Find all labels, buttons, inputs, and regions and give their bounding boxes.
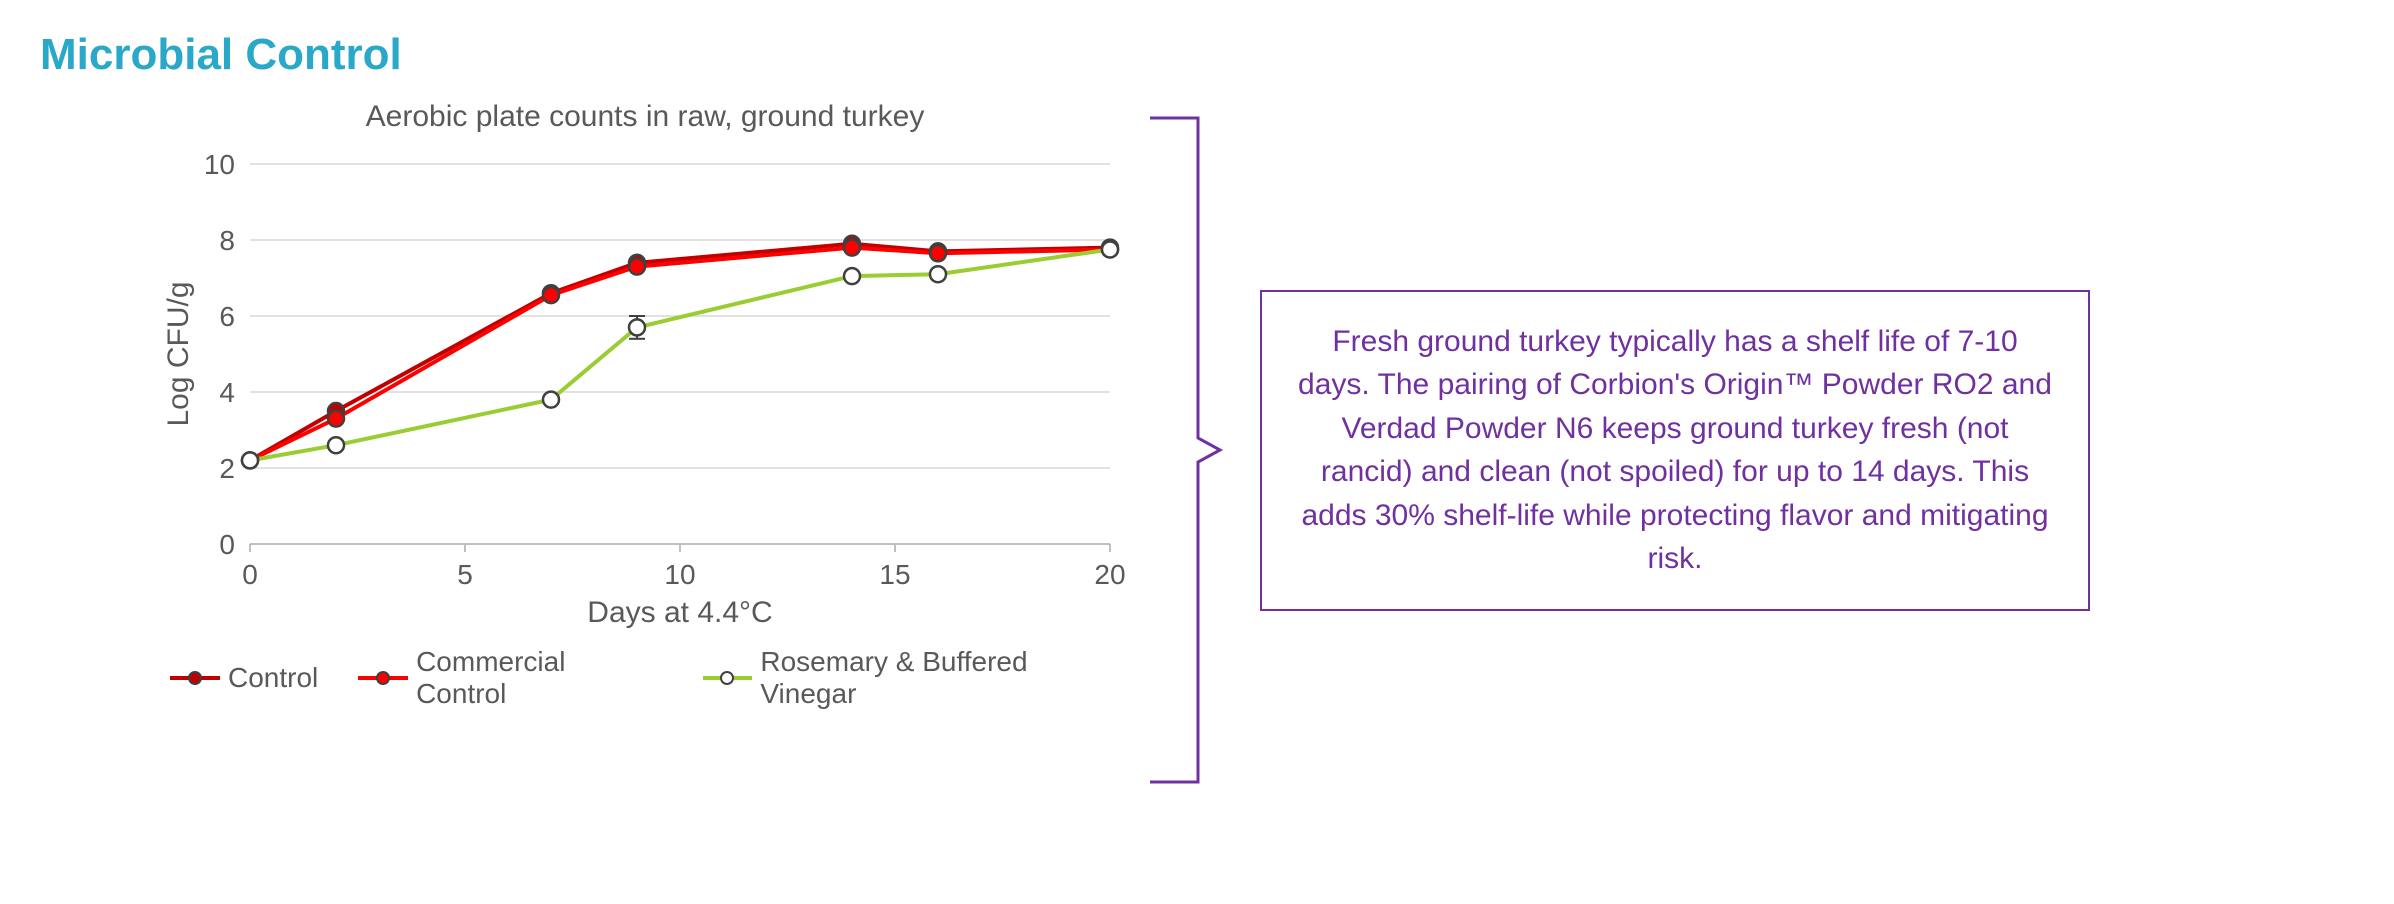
legend-item: Control [170,646,318,710]
chart-title: Aerobic plate counts in raw, ground turk… [160,100,1130,134]
bracket-column [1130,100,1240,800]
svg-text:6: 6 [219,301,235,332]
legend-item: Commercial Control [358,646,662,710]
svg-text:15: 15 [879,559,910,590]
svg-text:10: 10 [204,149,235,180]
section-heading: Microbial Control [40,30,2354,80]
legend-label: Rosemary & Buffered Vinegar [760,646,1130,710]
legend-label: Control [228,662,318,694]
svg-text:Days at 4.4°C: Days at 4.4°C [587,596,772,629]
svg-text:Log CFU/g: Log CFU/g [162,281,195,426]
svg-text:0: 0 [219,529,235,560]
bracket-icon [1130,100,1240,800]
chart-column: Aerobic plate counts in raw, ground turk… [40,100,1130,800]
svg-text:10: 10 [664,559,695,590]
callout-column: Fresh ground turkey typically has a shel… [1240,100,2090,800]
svg-text:4: 4 [219,377,235,408]
legend-label: Commercial Control [416,646,663,710]
legend-item: Rosemary & Buffered Vinegar [703,646,1130,710]
svg-text:5: 5 [457,559,473,590]
svg-text:2: 2 [219,453,235,484]
chart-legend: Control Commercial Control Rosemary & Buff… [160,646,1130,710]
callout-box: Fresh ground turkey typically has a shel… [1260,290,2090,611]
svg-text:0: 0 [242,559,258,590]
svg-text:20: 20 [1094,559,1125,590]
line-chart: 0 2 4 6 8 10 0 5 10 15 20 Days at 4.4°C Log CFU/g [160,144,1130,634]
svg-text:8: 8 [219,225,235,256]
content-row: Aerobic plate counts in raw, ground turk… [40,100,2354,800]
